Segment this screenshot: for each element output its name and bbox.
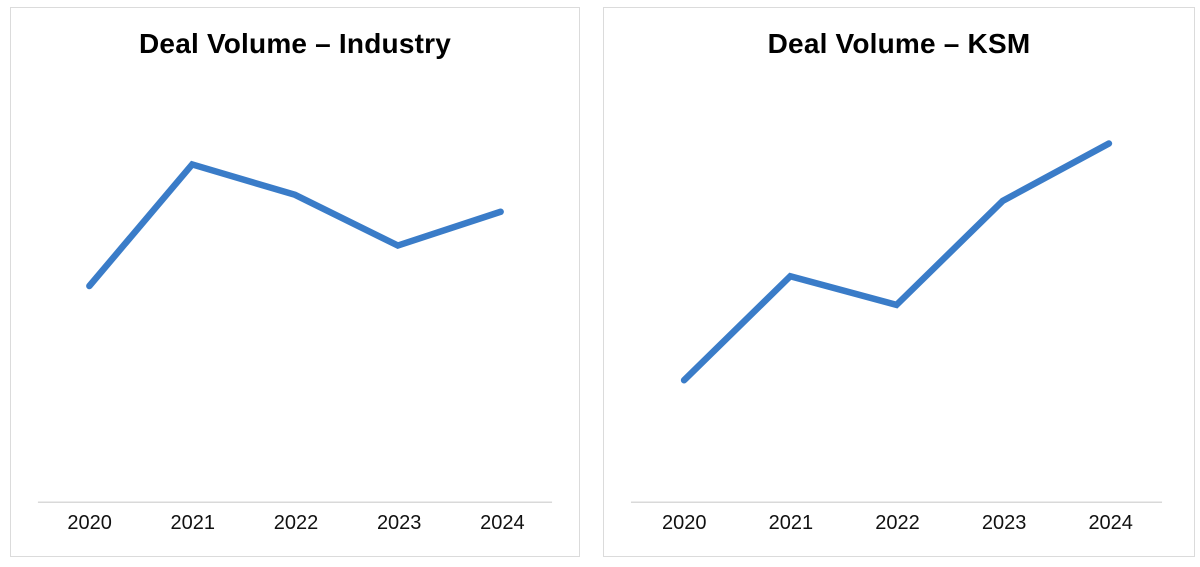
chart-title-ksm: Deal Volume – KSM <box>767 28 1031 59</box>
chart-panel-industry: Deal Volume – Industry 2020 2021 2022 2023 2… <box>10 7 580 557</box>
deal-volume-line <box>680 140 1113 384</box>
industry-line-chart <box>37 160 553 503</box>
ksm-line-chart <box>630 140 1163 503</box>
chart-title-industry: Deal Volume – Industry <box>139 28 451 59</box>
deal-volume-line <box>86 160 504 290</box>
chart-panel-ksm: Deal Volume – KSM 2020 2021 2022 2023 2024 <box>603 7 1195 557</box>
